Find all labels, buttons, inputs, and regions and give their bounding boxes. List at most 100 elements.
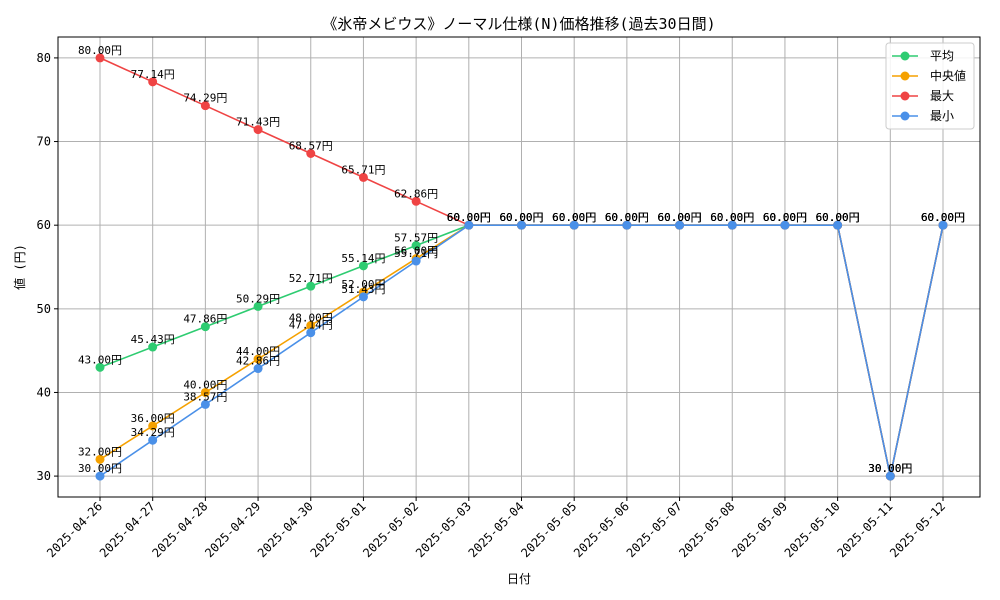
data-label: 30.00円 [78, 462, 122, 475]
x-tick-label: 2025-04-29 [202, 499, 263, 560]
data-label: 60.00円 [921, 211, 965, 224]
data-point [306, 149, 316, 159]
x-tick-label: 2025-04-28 [150, 499, 211, 560]
data-point [464, 220, 474, 230]
legend-label: 最大 [930, 89, 954, 103]
data-label: 32.00円 [78, 445, 122, 458]
y-tick-label: 70 [37, 135, 51, 149]
data-label: 60.00円 [447, 211, 491, 224]
y-tick-label: 30 [37, 469, 51, 483]
data-label: 60.00円 [763, 211, 807, 224]
data-label: 62.86円 [394, 187, 438, 200]
data-label: 47.14円 [289, 319, 333, 332]
x-axis-ticks: 2025-04-262025-04-272025-04-282025-04-29… [44, 497, 948, 560]
y-tick-label: 60 [37, 218, 51, 232]
data-label: 60.00円 [605, 211, 649, 224]
data-point [200, 399, 210, 409]
data-label: 60.00円 [921, 211, 965, 224]
y-axis-ticks: 30 40 50 60 70 80 [37, 51, 58, 483]
data-point [306, 281, 316, 291]
data-label: 71.43円 [236, 116, 280, 129]
data-point [411, 241, 421, 251]
x-tick-label: 2025-05-02 [360, 499, 421, 560]
legend-marker [900, 51, 910, 61]
x-tick-label: 2025-05-07 [624, 499, 685, 560]
data-point [148, 342, 158, 352]
data-point [148, 421, 158, 431]
data-point [95, 362, 105, 372]
data-label: 48.00円 [289, 312, 333, 325]
legend-label: 中央値 [930, 68, 966, 83]
data-point [833, 220, 843, 230]
x-tick-label: 2025-05-11 [834, 499, 895, 560]
data-label: 30.00円 [868, 462, 912, 475]
data-point [306, 328, 316, 338]
data-point [95, 53, 105, 63]
series-layer [95, 53, 948, 481]
data-label: 60.00円 [499, 211, 543, 224]
data-point [358, 261, 368, 271]
data-label: 60.00円 [447, 211, 491, 224]
data-point [569, 220, 579, 230]
data-point [358, 172, 368, 182]
y-tick-label: 80 [37, 51, 51, 65]
x-tick-label: 2025-05-10 [782, 499, 843, 560]
data-label: 60.00円 [552, 211, 596, 224]
data-label: 60.00円 [499, 211, 543, 224]
data-label: 57.57円 [394, 232, 438, 245]
data-label: 60.00円 [710, 211, 754, 224]
data-point [411, 196, 421, 206]
data-label: 60.00円 [710, 211, 754, 224]
data-label: 60.00円 [605, 211, 649, 224]
data-label: 60.00円 [605, 211, 649, 224]
data-label: 60.00円 [658, 211, 702, 224]
data-label: 60.00円 [816, 211, 860, 224]
data-point [253, 364, 263, 374]
data-label: 60.00円 [763, 211, 807, 224]
data-label: 80.00円 [78, 44, 122, 57]
x-tick-label: 2025-05-05 [518, 499, 579, 560]
data-label: 44.00円 [236, 345, 280, 358]
data-label: 60.00円 [499, 211, 543, 224]
data-label: 52.00円 [341, 278, 385, 291]
data-point [622, 220, 632, 230]
x-tick-label: 2025-05-08 [676, 499, 737, 560]
data-point [780, 220, 790, 230]
data-point [200, 101, 210, 111]
x-tick-label: 2025-04-27 [97, 499, 158, 560]
data-label: 60.00円 [499, 211, 543, 224]
data-point [411, 256, 421, 266]
data-label: 56.00円 [394, 245, 438, 258]
data-point [95, 454, 105, 464]
data-label: 60.00円 [552, 211, 596, 224]
data-point [358, 292, 368, 302]
x-tick-label: 2025-05-12 [887, 499, 948, 560]
x-tick-label: 2025-05-09 [729, 499, 790, 560]
x-tick-label: 2025-04-26 [44, 499, 105, 560]
data-label: 45.43円 [131, 333, 175, 346]
data-point [517, 220, 526, 230]
y-tick-label: 40 [37, 385, 51, 399]
data-point [675, 220, 685, 230]
data-label: 60.00円 [921, 211, 965, 224]
data-label: 60.00円 [552, 211, 596, 224]
data-label: 60.00円 [816, 211, 860, 224]
data-label: 47.86円 [183, 313, 227, 326]
x-tick-label: 2025-05-06 [571, 499, 632, 560]
data-point [253, 301, 263, 311]
x-tick-label: 2025-05-04 [466, 499, 527, 560]
legend-box [885, 42, 975, 130]
data-label: 40.00円 [183, 378, 227, 391]
data-label: 68.57円 [289, 140, 333, 153]
data-label: 51.43円 [341, 283, 385, 296]
legend-marker [900, 71, 910, 81]
data-label: 30.00円 [868, 462, 912, 475]
data-point [148, 77, 158, 87]
y-axis-label: 値 (円) [12, 244, 27, 290]
data-label: 60.00円 [658, 211, 702, 224]
x-axis-label: 日付 [507, 572, 531, 586]
data-point [306, 321, 316, 331]
y-tick-label: 50 [37, 302, 51, 316]
